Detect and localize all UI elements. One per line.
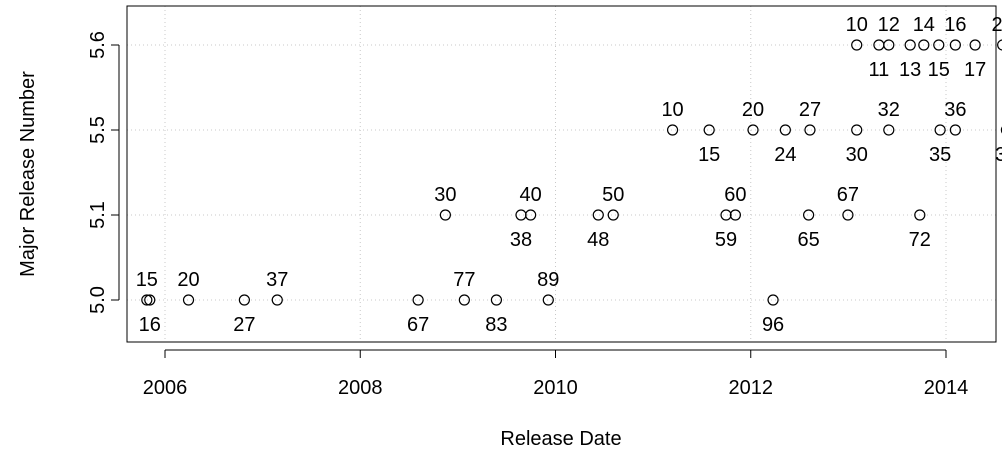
data-point xyxy=(949,39,961,51)
data-point xyxy=(141,294,153,306)
data-point xyxy=(439,209,451,221)
point-label: 83 xyxy=(485,314,507,336)
point-label: 48 xyxy=(587,229,609,251)
y-tick-label: 5.1 xyxy=(87,201,109,229)
point-label: 10 xyxy=(661,99,683,121)
data-point xyxy=(767,294,779,306)
point-label: 40 xyxy=(520,184,542,206)
point-label: 12 xyxy=(878,14,900,36)
data-point xyxy=(592,209,604,221)
data-point xyxy=(1000,126,1002,134)
point-layer: 15 16 20 27 37 67 77 83 89 96 30 38 40 48 50 59 60 65 67 72… xyxy=(136,14,1002,336)
y-tick-label: 5.0 xyxy=(87,286,109,314)
data-point xyxy=(904,39,916,51)
data-point xyxy=(883,124,895,136)
y-tick-label: 5.6 xyxy=(87,31,109,59)
data-point xyxy=(842,209,854,221)
data-point xyxy=(238,294,250,306)
data-point xyxy=(182,294,195,306)
data-point xyxy=(949,124,961,136)
point-label: 39 xyxy=(995,144,1002,166)
point-label: 67 xyxy=(837,184,859,206)
data-point xyxy=(883,39,895,51)
point-label: 96 xyxy=(762,314,784,336)
point-label: 38 xyxy=(510,229,532,251)
point-label: 36 xyxy=(944,99,966,121)
data-point xyxy=(803,209,815,221)
point-label: 11 xyxy=(869,59,890,81)
point-label: 10 xyxy=(846,14,868,36)
data-point xyxy=(851,39,863,51)
data-point xyxy=(607,209,619,221)
data-point xyxy=(542,294,554,306)
data-point xyxy=(525,209,537,221)
point-label: 15 xyxy=(698,144,720,166)
point-label: 27 xyxy=(233,314,255,336)
point-label: 13 xyxy=(899,59,921,81)
point-label: 50 xyxy=(602,184,624,206)
x-tick-label: 2014 xyxy=(924,377,969,399)
point-label: 65 xyxy=(797,229,819,251)
point-label: 20 xyxy=(177,269,199,291)
x-tick-label: 2006 xyxy=(143,377,188,399)
point-label: 20 xyxy=(742,99,764,121)
point-label: 32 xyxy=(878,99,900,121)
x-tick-label: 2008 xyxy=(338,377,383,399)
point-label: 14 xyxy=(913,14,935,36)
data-point xyxy=(515,209,527,221)
point-label: 59 xyxy=(715,229,737,251)
data-point xyxy=(490,294,503,306)
y-axis-title: Major Release Number xyxy=(17,71,39,277)
data-point xyxy=(851,124,863,136)
point-label: 72 xyxy=(909,229,931,251)
data-point xyxy=(918,39,930,51)
point-label: 20 xyxy=(992,14,1002,36)
point-label: 15 xyxy=(928,59,950,81)
data-point xyxy=(729,209,741,221)
data-point xyxy=(747,124,759,136)
plot-frame xyxy=(126,5,997,343)
point-label: 16 xyxy=(139,314,161,336)
x-axis-title: Release Date xyxy=(500,428,621,450)
point-label: 35 xyxy=(929,144,951,166)
data-point xyxy=(720,209,732,221)
data-point xyxy=(804,124,816,136)
data-point xyxy=(997,39,1002,51)
data-point xyxy=(144,294,156,306)
data-point xyxy=(458,294,470,306)
point-label: 15 xyxy=(136,269,158,291)
x-tick-label: 2012 xyxy=(729,377,774,399)
point-label: 67 xyxy=(407,314,429,336)
point-label: 30 xyxy=(434,184,456,206)
point-label: 17 xyxy=(964,59,986,81)
data-point xyxy=(666,124,679,136)
data-point xyxy=(969,39,981,51)
data-point xyxy=(933,39,945,51)
data-point xyxy=(271,294,283,306)
point-label: 30 xyxy=(846,144,868,166)
point-label: 89 xyxy=(537,269,559,291)
data-point xyxy=(914,209,926,221)
data-point xyxy=(412,294,424,306)
x-tick-label: 2010 xyxy=(533,377,578,399)
data-point xyxy=(703,124,715,136)
y-tick-label: 5.5 xyxy=(87,116,109,144)
point-label: 37 xyxy=(266,269,288,291)
point-label: 24 xyxy=(774,144,796,166)
data-point xyxy=(934,124,946,136)
point-label: 27 xyxy=(799,99,821,121)
grid-layer xyxy=(127,6,996,342)
data-point xyxy=(779,124,791,136)
point-label: 77 xyxy=(453,269,475,291)
point-label: 16 xyxy=(944,14,966,36)
point-label: 60 xyxy=(724,184,746,206)
